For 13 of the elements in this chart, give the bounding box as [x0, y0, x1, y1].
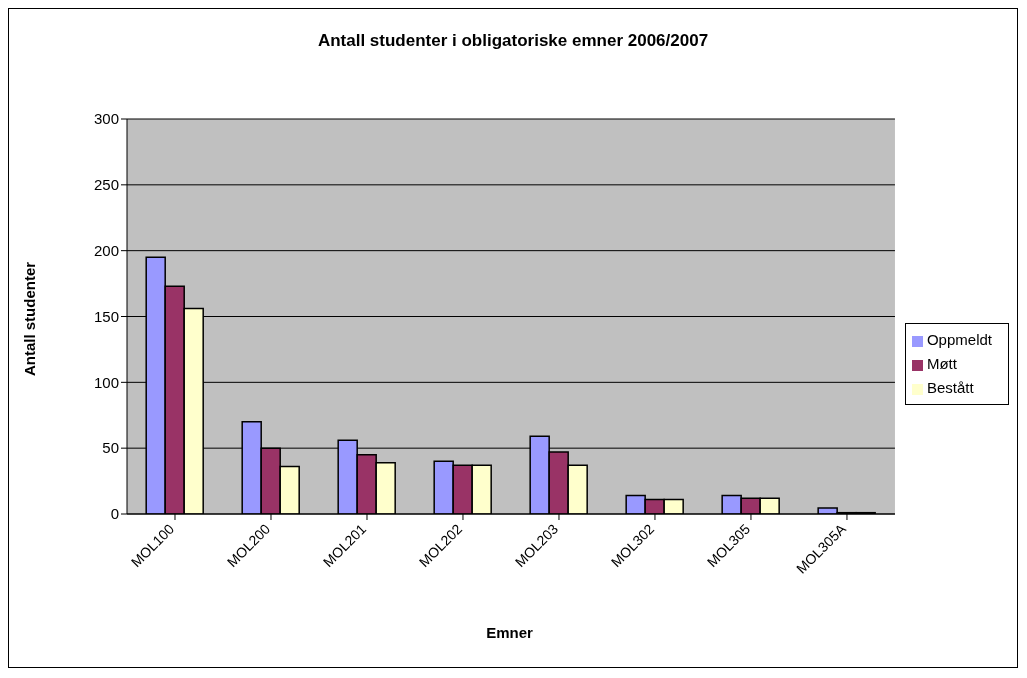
- y-tick-label: 100: [93, 373, 119, 391]
- legend-label: Møtt: [926, 355, 957, 372]
- x-axis-title: Emner: [485, 624, 534, 641]
- y-tick-label: 250: [93, 176, 119, 194]
- y-tick-label: 200: [93, 241, 119, 259]
- y-tick-label: 0: [110, 505, 119, 523]
- y-tick-label: 50: [102, 439, 119, 457]
- legend-label: Oppmeldt: [926, 331, 992, 348]
- y-tick-label: 300: [93, 110, 119, 128]
- chart-title: Antall studenter i obligatoriske emner 2006/2007: [316, 31, 710, 51]
- y-axis-title: Antall studenter: [20, 261, 38, 377]
- legend-label: Bestått: [926, 379, 974, 396]
- y-tick-label: 150: [93, 307, 119, 325]
